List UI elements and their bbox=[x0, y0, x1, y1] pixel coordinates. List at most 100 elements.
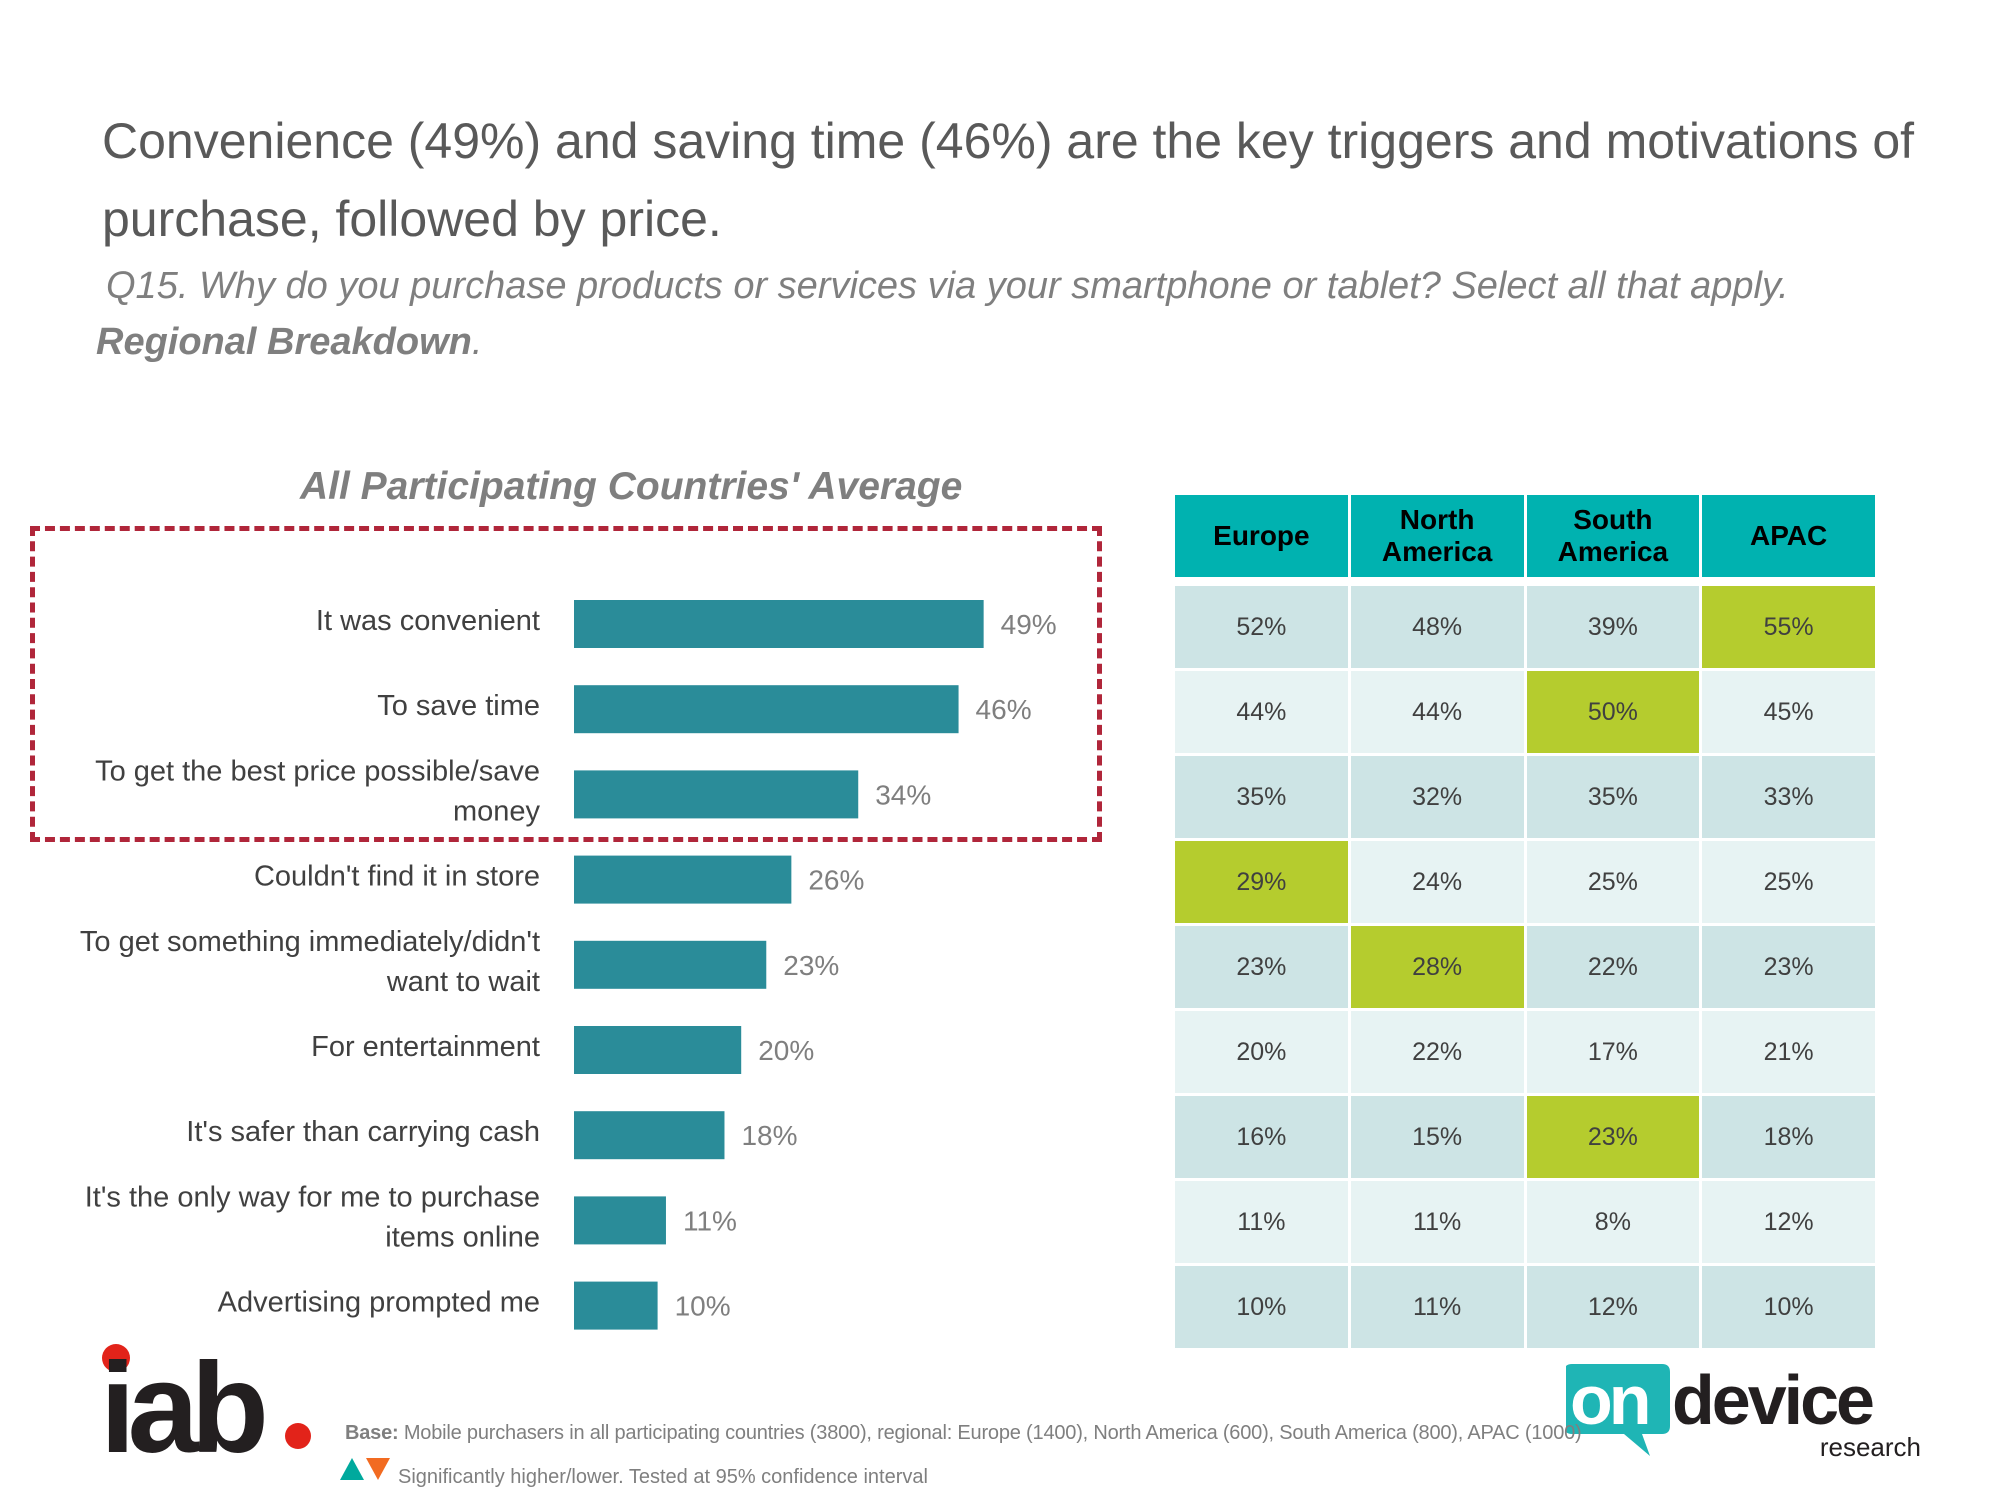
breakdown-suffix: . bbox=[471, 321, 483, 363]
table-cell: 10% bbox=[1175, 1266, 1348, 1348]
significance-icons bbox=[340, 1458, 390, 1480]
breakdown-bold: Regional Breakdown bbox=[96, 321, 472, 363]
column-header-text: Europe bbox=[1213, 520, 1310, 551]
table-cell: 11% bbox=[1350, 1266, 1524, 1348]
bar-value-label: 10% bbox=[675, 1291, 731, 1322]
table-cell: 17% bbox=[1526, 1011, 1700, 1093]
category-label: It was convenient bbox=[316, 605, 540, 637]
table-body: 52% 48% 39% 55% 44% 44% 50% 45% 35% 32% 35% 33% 29% 2… bbox=[1175, 580, 1875, 1348]
table-cell: 15% bbox=[1350, 1096, 1524, 1178]
column-header: APAC bbox=[1702, 495, 1875, 577]
category-label: want to wait bbox=[386, 966, 540, 998]
bar bbox=[574, 1281, 658, 1330]
bar-value-label: 49% bbox=[1001, 609, 1057, 640]
column-header-text: America bbox=[1557, 536, 1669, 567]
table-cell: 18% bbox=[1702, 1096, 1875, 1178]
table-cell: 44% bbox=[1350, 671, 1524, 753]
header-spacer bbox=[1175, 580, 1875, 583]
significance-note: Significantly higher/lower. Tested at 95… bbox=[398, 1466, 928, 1488]
highlight-box bbox=[30, 526, 1102, 842]
column-header: Europe bbox=[1175, 495, 1348, 577]
table-row: 11% 11% 8% 12% bbox=[1175, 1181, 1875, 1263]
question-text: Q15. Why do you purchase products or ser… bbox=[106, 265, 1789, 307]
category-label: To get something immediately/didn't bbox=[80, 926, 540, 958]
bar bbox=[574, 940, 767, 989]
column-header: North America bbox=[1350, 495, 1524, 577]
bar-value-label: 34% bbox=[875, 779, 931, 810]
table-cell: 35% bbox=[1175, 756, 1348, 838]
regional-table: Europe North America South America APAC 52% 48… bbox=[1172, 492, 1878, 1351]
table-cell: 48% bbox=[1350, 586, 1524, 668]
table-cell: 25% bbox=[1702, 841, 1875, 923]
bar bbox=[574, 770, 859, 819]
table-row: 35% 32% 35% 33% bbox=[1175, 756, 1875, 838]
chart-title: All Participating Countries' Average bbox=[300, 465, 963, 508]
table-cell: 22% bbox=[1526, 926, 1700, 1008]
table-cell: 55% bbox=[1702, 586, 1875, 668]
table-cell: 23% bbox=[1702, 926, 1875, 1008]
table-cell: 28% bbox=[1350, 926, 1524, 1008]
table-row: 20% 22% 17% 21% bbox=[1175, 1011, 1875, 1093]
bar bbox=[574, 1196, 666, 1245]
bar-value-label: 23% bbox=[783, 950, 839, 981]
category-label: It's safer than carrying cash bbox=[186, 1116, 540, 1148]
base-note: Base: Mobile purchasers in all participa… bbox=[345, 1422, 1582, 1445]
table-cell: 25% bbox=[1526, 841, 1700, 923]
bar-value-label: 26% bbox=[808, 865, 864, 896]
bar-chart: 49% It was convenient 46% To save time 34% To… bbox=[80, 600, 1057, 1330]
table-cell: 8% bbox=[1526, 1181, 1700, 1263]
table-cell: 11% bbox=[1350, 1181, 1524, 1263]
table-cell: 33% bbox=[1702, 756, 1875, 838]
base-text: Mobile purchasers in all participating c… bbox=[403, 1422, 1582, 1444]
table-cell: 11% bbox=[1175, 1181, 1348, 1263]
iab-logo-text: iab bbox=[100, 1340, 264, 1460]
base-label: Base: bbox=[345, 1422, 399, 1444]
bar-value-label: 46% bbox=[976, 694, 1032, 725]
table-cell: 44% bbox=[1175, 671, 1348, 753]
table-row: 10% 11% 12% 10% bbox=[1175, 1266, 1875, 1348]
category-label: For entertainment bbox=[311, 1031, 540, 1063]
table-cell: 35% bbox=[1526, 756, 1700, 838]
breakdown-label: Regional Breakdown. bbox=[96, 321, 482, 364]
column-header-text: North bbox=[1399, 504, 1475, 535]
table-cell: 12% bbox=[1526, 1266, 1700, 1348]
triangle-up-icon bbox=[340, 1458, 364, 1480]
table-cell: 16% bbox=[1175, 1096, 1348, 1178]
table-row: 52% 48% 39% 55% bbox=[1175, 586, 1875, 668]
category-label: Advertising prompted me bbox=[218, 1287, 540, 1319]
table-row: 16% 15% 23% 18% bbox=[1175, 1096, 1875, 1178]
bar-value-label: 18% bbox=[741, 1120, 797, 1151]
ondevice-logo: on device research bbox=[1566, 1361, 1921, 1462]
category-label: To save time bbox=[377, 690, 540, 722]
bar bbox=[574, 685, 959, 734]
category-label: It's the only way for me to purchase bbox=[85, 1181, 540, 1213]
table-row: 44% 44% 50% 45% bbox=[1175, 671, 1875, 753]
table-cell: 20% bbox=[1175, 1011, 1348, 1093]
headline: Convenience (49%) and saving time (46%) … bbox=[102, 113, 1915, 247]
column-header-text: APAC bbox=[1749, 520, 1828, 551]
bar bbox=[574, 855, 792, 904]
column-header-text: South bbox=[1573, 504, 1653, 535]
table-cell: 22% bbox=[1350, 1011, 1524, 1093]
bar-value-label: 11% bbox=[683, 1205, 737, 1236]
column-header-text: America bbox=[1381, 536, 1493, 567]
table-cell: 52% bbox=[1175, 586, 1348, 668]
bar bbox=[574, 1111, 725, 1160]
table-cell: 10% bbox=[1702, 1266, 1875, 1348]
category-label: items online bbox=[385, 1221, 540, 1253]
ondevice-device-text: device bbox=[1672, 1361, 1873, 1439]
table-cell: 39% bbox=[1526, 586, 1700, 668]
table-row: 29% 24% 25% 25% bbox=[1175, 841, 1875, 923]
bar bbox=[574, 1026, 742, 1074]
table-cell: 29% bbox=[1175, 841, 1348, 923]
table-row: 23% 28% 22% 23% bbox=[1175, 926, 1875, 1008]
column-header: South America bbox=[1526, 495, 1700, 577]
category-label: money bbox=[453, 795, 541, 827]
table-cell: 50% bbox=[1526, 671, 1700, 753]
table-cell: 23% bbox=[1175, 926, 1348, 1008]
table-cell: 24% bbox=[1350, 841, 1524, 923]
bar-value-label: 20% bbox=[758, 1035, 814, 1066]
table-cell: 32% bbox=[1350, 756, 1524, 838]
ondevice-research-text: research bbox=[1820, 1432, 1921, 1462]
table-cell: 45% bbox=[1702, 671, 1875, 753]
